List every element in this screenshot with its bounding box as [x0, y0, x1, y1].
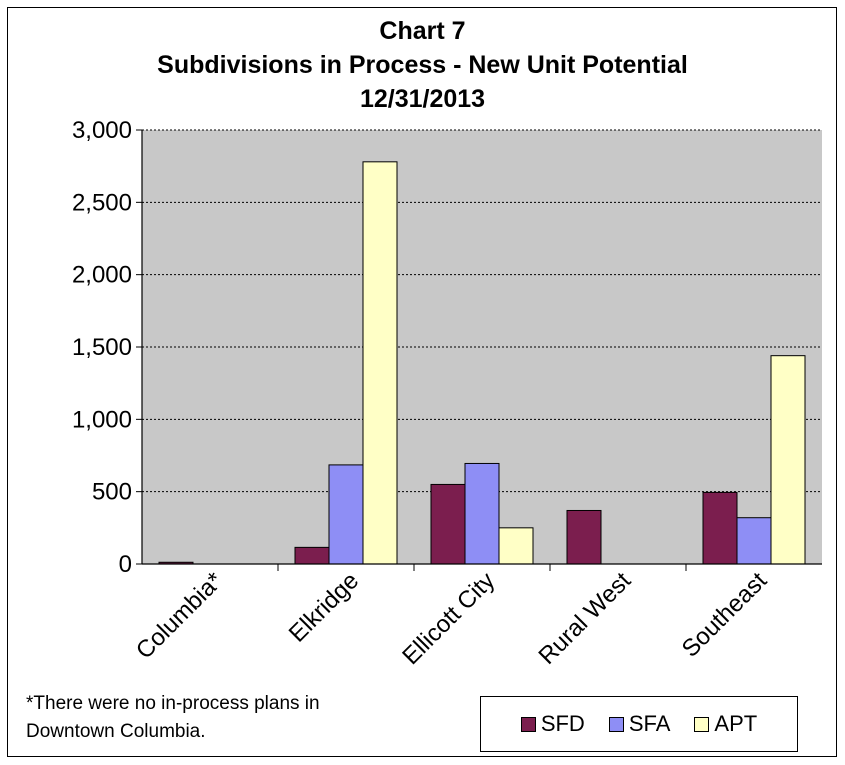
footnote-line-1: *There were no in-process plans in: [26, 693, 320, 714]
legend: SFD SFA APT: [480, 696, 798, 752]
x-tick-label: Columbia*: [131, 567, 228, 664]
y-tick-label: 2,500: [72, 189, 132, 216]
bar-sfd: [566, 509, 602, 565]
bar-sfa: [328, 464, 364, 565]
bar-sfd: [294, 546, 330, 565]
y-tick-label: 0: [119, 551, 132, 578]
x-tick-label: Elkridge: [284, 567, 364, 647]
legend-label-sfa: SFA: [628, 711, 671, 736]
legend-label-apt: APT: [714, 711, 758, 736]
y-tick-label: 3,000: [72, 117, 132, 144]
legend-item-sfd: SFD: [520, 711, 585, 737]
y-tick-label: 500: [92, 479, 132, 506]
x-tick-label: Rural West: [534, 567, 637, 670]
x-tick-label: Ellicott City: [397, 567, 500, 670]
y-tick-label: 2,000: [72, 262, 132, 289]
legend-item-sfa: SFA: [608, 711, 671, 737]
chart-title-line-1: Chart 7: [379, 17, 466, 45]
bar-apt: [770, 355, 806, 565]
y-tick-label: 1,000: [72, 406, 132, 433]
bar-sfa: [464, 462, 500, 565]
footnote: *There were no in-process plans in Downt…: [26, 690, 326, 746]
bar-sfa: [736, 517, 772, 565]
bar-apt: [498, 527, 534, 565]
footnote-line-2: Downtown Columbia.: [26, 721, 206, 742]
chart-title-line-3: 12/31/2013: [359, 85, 486, 113]
bar-sfd: [702, 491, 738, 565]
legend-swatch-apt: [694, 716, 710, 732]
x-tick-label: Southeast: [677, 567, 773, 663]
legend-swatch-sfa: [608, 716, 624, 732]
bar-sfd: [430, 483, 466, 565]
legend-label-sfd: SFD: [540, 711, 585, 736]
chart-title-line-2: Subdivisions in Process - New Unit Poten…: [157, 51, 688, 79]
legend-swatch-sfd: [520, 716, 536, 732]
y-tick-label: 1,500: [72, 334, 132, 361]
bar-apt: [362, 161, 398, 565]
legend-item-apt: APT: [694, 711, 757, 737]
